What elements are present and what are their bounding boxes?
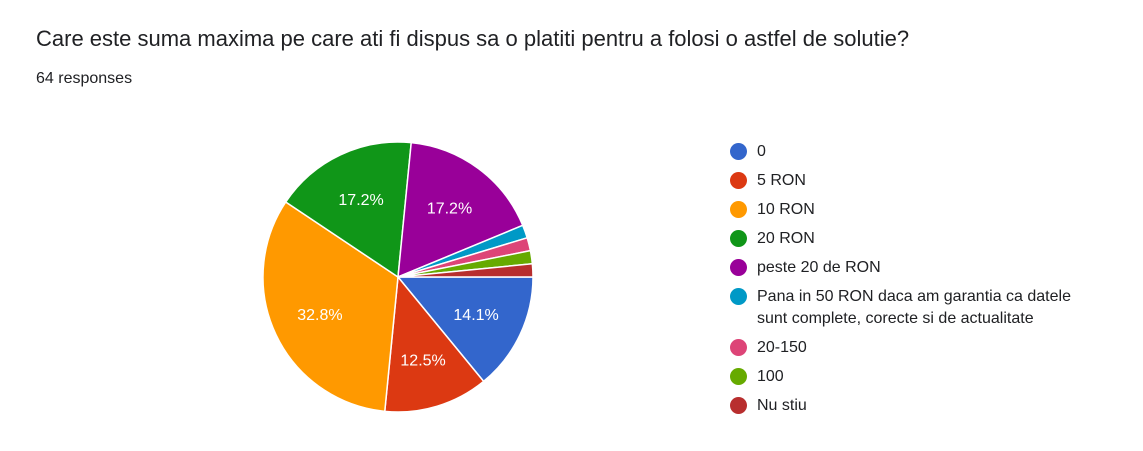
response-count: 64 responses: [36, 70, 133, 87]
legend-swatch: [730, 143, 747, 160]
legend-label: peste 20 de RON: [757, 259, 881, 276]
legend-swatch: [730, 172, 747, 189]
pie-slice[interactable]: [396, 276, 534, 383]
legend-label: 100: [757, 368, 784, 385]
legend-label: 5 RON: [757, 172, 806, 189]
question-title: Care este suma maxima pe care ati fi dis…: [36, 26, 910, 51]
legend-label: 10 RON: [757, 201, 815, 218]
pie-slice[interactable]: [284, 141, 413, 279]
legend-item[interactable]: 10 RON: [730, 199, 1110, 221]
legend-item[interactable]: 0: [730, 141, 1110, 163]
slice-percent-label: 17.2%: [427, 201, 472, 218]
slice-percent-label: 12.5%: [400, 353, 445, 370]
legend-label: Pana in 50 RON daca am garantia ca datel…: [757, 288, 1071, 327]
pie-chart: 14.1% 12.5% 32.8% 17.2% 17.2%: [262, 141, 534, 413]
pie-slice[interactable]: [262, 200, 399, 413]
legend-label: 20-150: [757, 339, 807, 356]
legend-swatch: [730, 339, 747, 356]
slice-percent-label: 14.1%: [453, 307, 498, 324]
legend-swatch: [730, 201, 747, 218]
legend-label: 0: [757, 143, 766, 160]
legend-item[interactable]: Nu stiu: [730, 395, 1110, 417]
legend-swatch: [730, 397, 747, 414]
legend-item[interactable]: 5 RON: [730, 170, 1110, 192]
pie-slice[interactable]: [383, 275, 485, 413]
legend-item[interactable]: peste 20 de RON: [730, 257, 1110, 279]
legend-label: 20 RON: [757, 230, 815, 247]
legend-swatch: [730, 230, 747, 247]
legend-swatch: [730, 368, 747, 385]
pie-slice[interactable]: [397, 262, 534, 278]
legend-item[interactable]: 100: [730, 366, 1110, 388]
legend-item[interactable]: Pana in 50 RON daca am garantia ca datel…: [730, 286, 1110, 330]
slice-percent-label: 32.8%: [297, 307, 342, 324]
slice-percent-label: 17.2%: [338, 192, 383, 209]
pie-slice[interactable]: [397, 141, 524, 279]
legend-swatch: [730, 288, 747, 305]
legend-swatch: [730, 259, 747, 276]
chart-legend: 0 5 RON 10 RON 20 RON peste 20 de RON Pana in…: [730, 141, 1110, 424]
legend-label: Nu stiu: [757, 397, 807, 414]
legend-item[interactable]: 20-150: [730, 337, 1110, 359]
legend-item[interactable]: 20 RON: [730, 228, 1110, 250]
